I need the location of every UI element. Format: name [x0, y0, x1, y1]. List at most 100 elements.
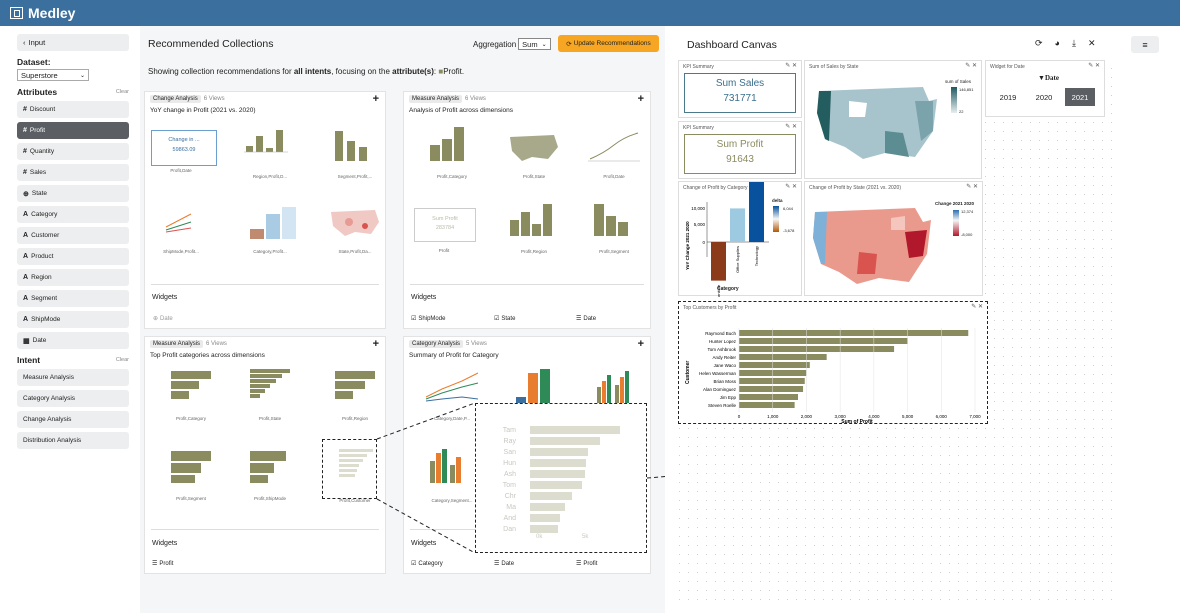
- add-collection-button[interactable]: +: [372, 338, 379, 350]
- view-thumbnail[interactable]: Sum Profit 283784 Profit: [414, 208, 476, 253]
- zoom-bar: [530, 459, 586, 467]
- attribute-type-icon: #: [23, 127, 27, 134]
- attribute-category[interactable]: A Category: [17, 206, 129, 223]
- view-thumbnail[interactable]: Profit,Category: [422, 125, 482, 179]
- widget-toggle-date[interactable]: ☰ Date: [494, 560, 515, 568]
- view-thumbnail[interactable]: Profit,Region: [504, 200, 564, 254]
- attribute-label: Quantity: [29, 148, 55, 155]
- sales-by-state-map-panel[interactable]: Sum of Sales by State ✎ ✕ sum of Sales 14…: [804, 60, 982, 179]
- change-by-state-map-panel[interactable]: Change of Profit by State (2021 vs. 2020…: [804, 181, 983, 296]
- kpi-sales-panel[interactable]: KPI Summary ✎ ✕ Sum Sales 731771: [678, 60, 802, 118]
- attribute-sales[interactable]: # Sales: [17, 164, 129, 181]
- attribute-shipmode[interactable]: A ShipMode: [17, 311, 129, 328]
- slider-icon: ☰: [152, 561, 158, 567]
- change-by-category-panel[interactable]: Change of Profit by Category ✎ ✕ 10,000 5,…: [678, 178, 802, 301]
- aggregation-select[interactable]: Sum ⌄: [518, 38, 551, 50]
- view-thumbnail[interactable]: [589, 367, 649, 414]
- sidebar: ‹ Input Dataset: Superstore ⌄ Attributes Cl…: [0, 26, 140, 613]
- view-thumbnail[interactable]: Segment,Profit,...: [325, 127, 385, 179]
- widget-toggle-state[interactable]: ☑ State: [494, 315, 516, 323]
- customer-label: Helen Wasserman: [699, 371, 736, 376]
- dataset-select[interactable]: Superstore ⌄: [17, 69, 89, 81]
- intent-distribution-analysis[interactable]: Distribution Analysis: [17, 432, 129, 449]
- zoom-bar: [530, 514, 560, 522]
- customer-label: Tom Ashbrook: [707, 347, 736, 352]
- customer-bar: [739, 378, 805, 384]
- zoom-axis-label: Tam: [503, 427, 516, 434]
- close-icon[interactable]: ✕: [1087, 38, 1096, 48]
- zoom-bar: [530, 426, 620, 434]
- menu-button[interactable]: ≡: [1131, 36, 1159, 53]
- attribute-discount[interactable]: # Discount: [17, 101, 129, 118]
- view-thumbnail[interactable]: Profit,Segment: [161, 447, 221, 501]
- view-thumbnail[interactable]: Profit,Date: [584, 125, 644, 179]
- collection-card-measure-analysis[interactable]: Measure Analysis 6 Views + Analysis of Pr…: [403, 91, 651, 329]
- customer-tick: 1,000: [767, 414, 779, 419]
- view-thumbnail[interactable]: Category,Date,P...: [422, 367, 482, 421]
- widget-toggle-profit[interactable]: ☰ Profit: [152, 560, 174, 568]
- view-thumbnail[interactable]: Profit,Category: [161, 367, 221, 421]
- attribute-profit[interactable]: # Profit: [17, 122, 129, 139]
- add-collection-button[interactable]: +: [372, 93, 379, 105]
- attributes-heading: Attributes: [17, 87, 58, 97]
- view-thumbnail[interactable]: ShipMode,Profit...: [151, 202, 211, 254]
- intent-change-analysis[interactable]: Change Analysis: [17, 411, 129, 428]
- view-thumbnail[interactable]: Profit,State: [240, 367, 300, 421]
- panel-actions-icon: ✎ ✕: [785, 184, 797, 190]
- view-thumbnail[interactable]: Region,Profit,D...: [240, 122, 300, 179]
- widget-toggle-category[interactable]: ☑ Category: [411, 560, 443, 568]
- attribute-region[interactable]: A Region: [17, 269, 129, 286]
- view-thumbnail[interactable]: Category,Profit...: [240, 204, 300, 254]
- attribute-type-icon: #: [23, 148, 27, 155]
- widget-toggle-profit[interactable]: ☰ Profit: [576, 560, 598, 568]
- view-thumbnail[interactable]: Category,Segment...: [422, 445, 482, 503]
- clear-attributes-button[interactable]: Clear: [115, 89, 129, 95]
- attribute-date[interactable]: ▦ Date: [17, 332, 129, 349]
- panel-actions-icon: ✎ ✕: [971, 304, 983, 310]
- widget-toggle-date[interactable]: ☰ Date: [576, 315, 597, 323]
- view-thumbnail[interactable]: Profit,Segment: [584, 200, 644, 254]
- customer-label: Hunter Lopez: [709, 339, 737, 344]
- view-thumbnail[interactable]: Profit,Region: [325, 367, 385, 421]
- view-thumbnail[interactable]: [512, 367, 572, 414]
- date-widget-panel[interactable]: Widget for Date ✎ ✕ ▼Date 2019 2020 2021: [985, 60, 1105, 117]
- view-thumbnail-selected[interactable]: Profit,Customer: [325, 445, 385, 503]
- view-thumbnail[interactable]: Change in ... 59863.09 Profit,Date: [151, 130, 217, 173]
- clear-intent-button[interactable]: Clear: [115, 357, 129, 363]
- intent-category-analysis[interactable]: Category Analysis: [17, 390, 129, 407]
- widget-toggle-date[interactable]: ⊕ Date: [153, 315, 173, 323]
- back-to-input-button[interactable]: ‹ Input: [17, 34, 129, 51]
- year-2019-button[interactable]: 2019: [999, 92, 1017, 102]
- add-collection-button[interactable]: +: [637, 93, 644, 105]
- attribute-segment[interactable]: A Segment: [17, 290, 129, 307]
- attribute-type-icon: A: [23, 253, 29, 260]
- widget-toggle-shipmode[interactable]: ☑ ShipMode: [411, 315, 446, 323]
- collection-card-change-analysis[interactable]: Change Analysis 6 Views + YoY change in P…: [144, 91, 386, 329]
- kpi-profit-panel[interactable]: KPI Summary ✎ ✕ Sum Profit 91643: [678, 121, 802, 179]
- zoom-axis-label: San: [504, 449, 517, 456]
- add-collection-button[interactable]: +: [637, 338, 644, 350]
- year-2021-button[interactable]: 2021: [1065, 88, 1095, 106]
- update-recommendations-button[interactable]: ⟳ Update Recommendations: [558, 35, 659, 52]
- refresh-icon[interactable]: ⟳: [1035, 38, 1043, 48]
- attribute-type-icon: A: [23, 295, 29, 302]
- view-thumbnail[interactable]: Profit,ShipMode: [240, 447, 300, 501]
- attribute-type-icon: #: [23, 169, 27, 176]
- collection-card-top-profit[interactable]: Measure Analysis 6 Views + Top Profit cat…: [144, 336, 386, 574]
- zoom-bar: [530, 448, 588, 456]
- year-2020-button[interactable]: 2020: [1035, 92, 1053, 102]
- attribute-product[interactable]: A Product: [17, 248, 129, 265]
- intent-measure-analysis[interactable]: Measure Analysis: [17, 369, 129, 386]
- customer-tick: 6,000: [936, 414, 948, 419]
- view-thumbnail[interactable]: Profit,State: [504, 127, 564, 179]
- attribute-state[interactable]: ⊕ State: [17, 185, 129, 202]
- customer-bar: [739, 338, 908, 344]
- attribute-quantity[interactable]: # Quantity: [17, 143, 129, 160]
- view-thumbnail[interactable]: State,Profit,Da...: [325, 204, 385, 254]
- palette-icon[interactable]: ◕: [1054, 38, 1060, 48]
- top-customers-panel[interactable]: Top Customers by Profit ✎ ✕ Raymond Buch H…: [678, 301, 988, 425]
- download-icon[interactable]: ⤓: [1071, 38, 1076, 48]
- customer-bar: [739, 394, 798, 400]
- attribute-type-icon: ⊕: [23, 190, 29, 198]
- attribute-customer[interactable]: A Customer: [17, 227, 129, 244]
